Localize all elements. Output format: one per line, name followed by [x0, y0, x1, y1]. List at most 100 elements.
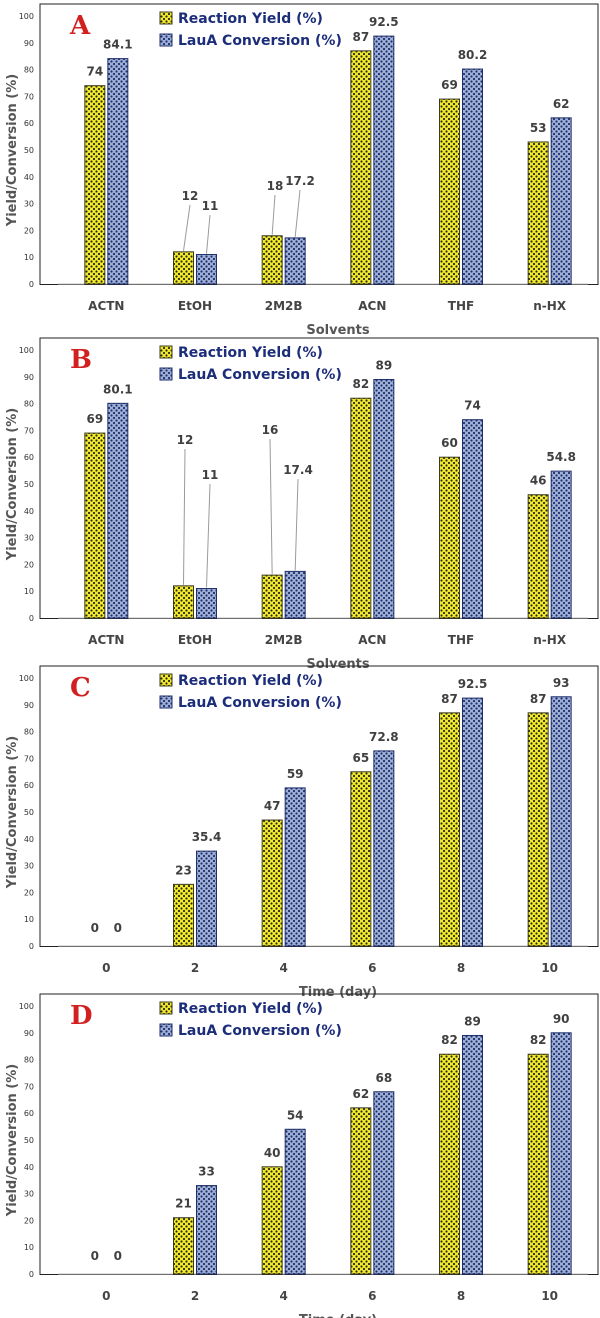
data-label: 82	[441, 1033, 458, 1047]
legend-label: Reaction Yield (%)	[178, 345, 323, 361]
y-tick-label: 20	[24, 1216, 34, 1225]
data-label: 87	[530, 692, 547, 706]
legend-label: LauA Conversion (%)	[178, 1023, 342, 1039]
chart-panel-b: 0 10 20 30 40 50 60 70 80 90 100 Yield/Conversion (…	[5, 337, 599, 672]
legend-label: Reaction Yield (%)	[178, 673, 323, 689]
data-label: 80.1	[103, 382, 133, 396]
y-tick-label: 40	[24, 173, 34, 182]
bar-laua-conversion	[107, 402, 129, 619]
data-label: 62	[352, 1087, 369, 1101]
data-label: 21	[175, 1197, 192, 1211]
x-tick-label: ACTN	[88, 299, 124, 313]
bar-reaction-yield	[261, 574, 283, 619]
x-axis-title: Solvents	[306, 323, 370, 338]
data-label: 87	[441, 692, 458, 706]
x-tick-label: 4	[279, 961, 287, 975]
data-label: 11	[202, 199, 219, 213]
bar-reaction-yield	[173, 1217, 194, 1275]
x-tick-label: 0	[102, 961, 110, 975]
panel-letter: D	[70, 1001, 93, 1031]
data-label: 89	[464, 1014, 481, 1028]
bar-reaction-yield	[173, 883, 194, 947]
x-axis-title: Solvents	[306, 657, 370, 672]
bar-reaction-yield	[261, 235, 283, 285]
y-tick-label: 100	[19, 1002, 34, 1011]
x-axis-title: Time (day)	[299, 1313, 377, 1318]
data-label: 18	[267, 179, 284, 193]
y-tick-label: 90	[24, 373, 34, 382]
x-tick-label: 10	[541, 961, 558, 975]
bar-laua-conversion	[462, 1034, 483, 1275]
data-label: 47	[264, 799, 281, 813]
bar-laua-conversion	[373, 35, 395, 285]
bar-reaction-yield	[527, 712, 549, 947]
y-tick-label: 0	[29, 942, 34, 951]
data-label: 68	[375, 1071, 392, 1085]
y-tick-label: 50	[24, 808, 34, 817]
y-tick-label: 20	[24, 888, 34, 897]
x-tick-label: 0	[102, 1289, 110, 1303]
bar-reaction-yield	[527, 141, 549, 285]
data-label: 82	[352, 377, 369, 391]
y-tick-label: 10	[24, 915, 34, 924]
x-tick-label: 6	[368, 961, 376, 975]
x-tick-label: ACN	[358, 633, 386, 647]
bar-reaction-yield	[439, 98, 460, 285]
bar-laua-conversion	[196, 254, 217, 285]
bar-reaction-yield	[84, 432, 106, 619]
bar-reaction-yield	[261, 1166, 283, 1275]
bar-laua-conversion	[284, 570, 306, 619]
panel-letter: C	[70, 673, 91, 703]
bar-reaction-yield	[173, 251, 194, 285]
legend-swatch	[159, 11, 173, 25]
data-label: 65	[352, 751, 369, 765]
x-tick-label: ACN	[358, 299, 386, 313]
y-tick-label: 50	[24, 146, 34, 155]
y-axis-title: Yield/Conversion (%)	[5, 736, 20, 889]
panel-letter: B	[70, 345, 92, 375]
bar-reaction-yield	[84, 85, 106, 285]
y-tick-label: 10	[24, 253, 34, 262]
y-tick-label: 10	[24, 1243, 34, 1252]
data-label: 62	[553, 97, 570, 111]
bar-laua-conversion	[550, 1032, 572, 1275]
legend-label: Reaction Yield (%)	[178, 11, 323, 27]
data-label: 92.5	[369, 15, 399, 29]
x-tick-label: 8	[457, 1289, 465, 1303]
y-tick-label: 40	[24, 1163, 34, 1172]
data-label: 16	[262, 423, 279, 437]
data-label: 0	[91, 1249, 99, 1263]
data-label: 11	[202, 468, 219, 482]
bar-laua-conversion	[284, 1128, 306, 1275]
legend-swatch	[159, 367, 173, 381]
y-tick-label: 30	[24, 1190, 34, 1199]
y-tick-label: 60	[24, 781, 34, 790]
y-tick-label: 100	[19, 674, 34, 683]
y-tick-label: 30	[24, 200, 34, 209]
bar-reaction-yield	[173, 585, 194, 619]
leader-line	[206, 483, 211, 588]
legend-swatch	[159, 1001, 173, 1015]
bar-reaction-yield	[350, 397, 372, 619]
x-tick-label: ACTN	[88, 633, 124, 647]
y-axis-title: Yield/Conversion (%)	[5, 408, 20, 561]
bar-laua-conversion	[284, 237, 306, 285]
data-label: 46	[530, 474, 547, 488]
legend-swatch	[159, 1023, 173, 1037]
leader-line	[294, 478, 299, 571]
data-label: 54.8	[546, 450, 576, 464]
x-tick-label: EtOH	[178, 299, 212, 313]
bar-reaction-yield	[527, 494, 549, 619]
y-tick-label: 0	[29, 280, 34, 289]
y-tick-label: 60	[24, 453, 34, 462]
y-tick-label: 30	[24, 862, 34, 871]
x-tick-label: 2	[191, 961, 199, 975]
y-tick-label: 70	[24, 92, 34, 101]
bar-laua-conversion	[107, 58, 129, 285]
y-tick-label: 10	[24, 587, 34, 596]
data-label: 23	[175, 863, 192, 877]
legend-swatch	[159, 33, 173, 47]
x-tick-label: EtOH	[178, 633, 212, 647]
data-label: 0	[91, 921, 99, 935]
